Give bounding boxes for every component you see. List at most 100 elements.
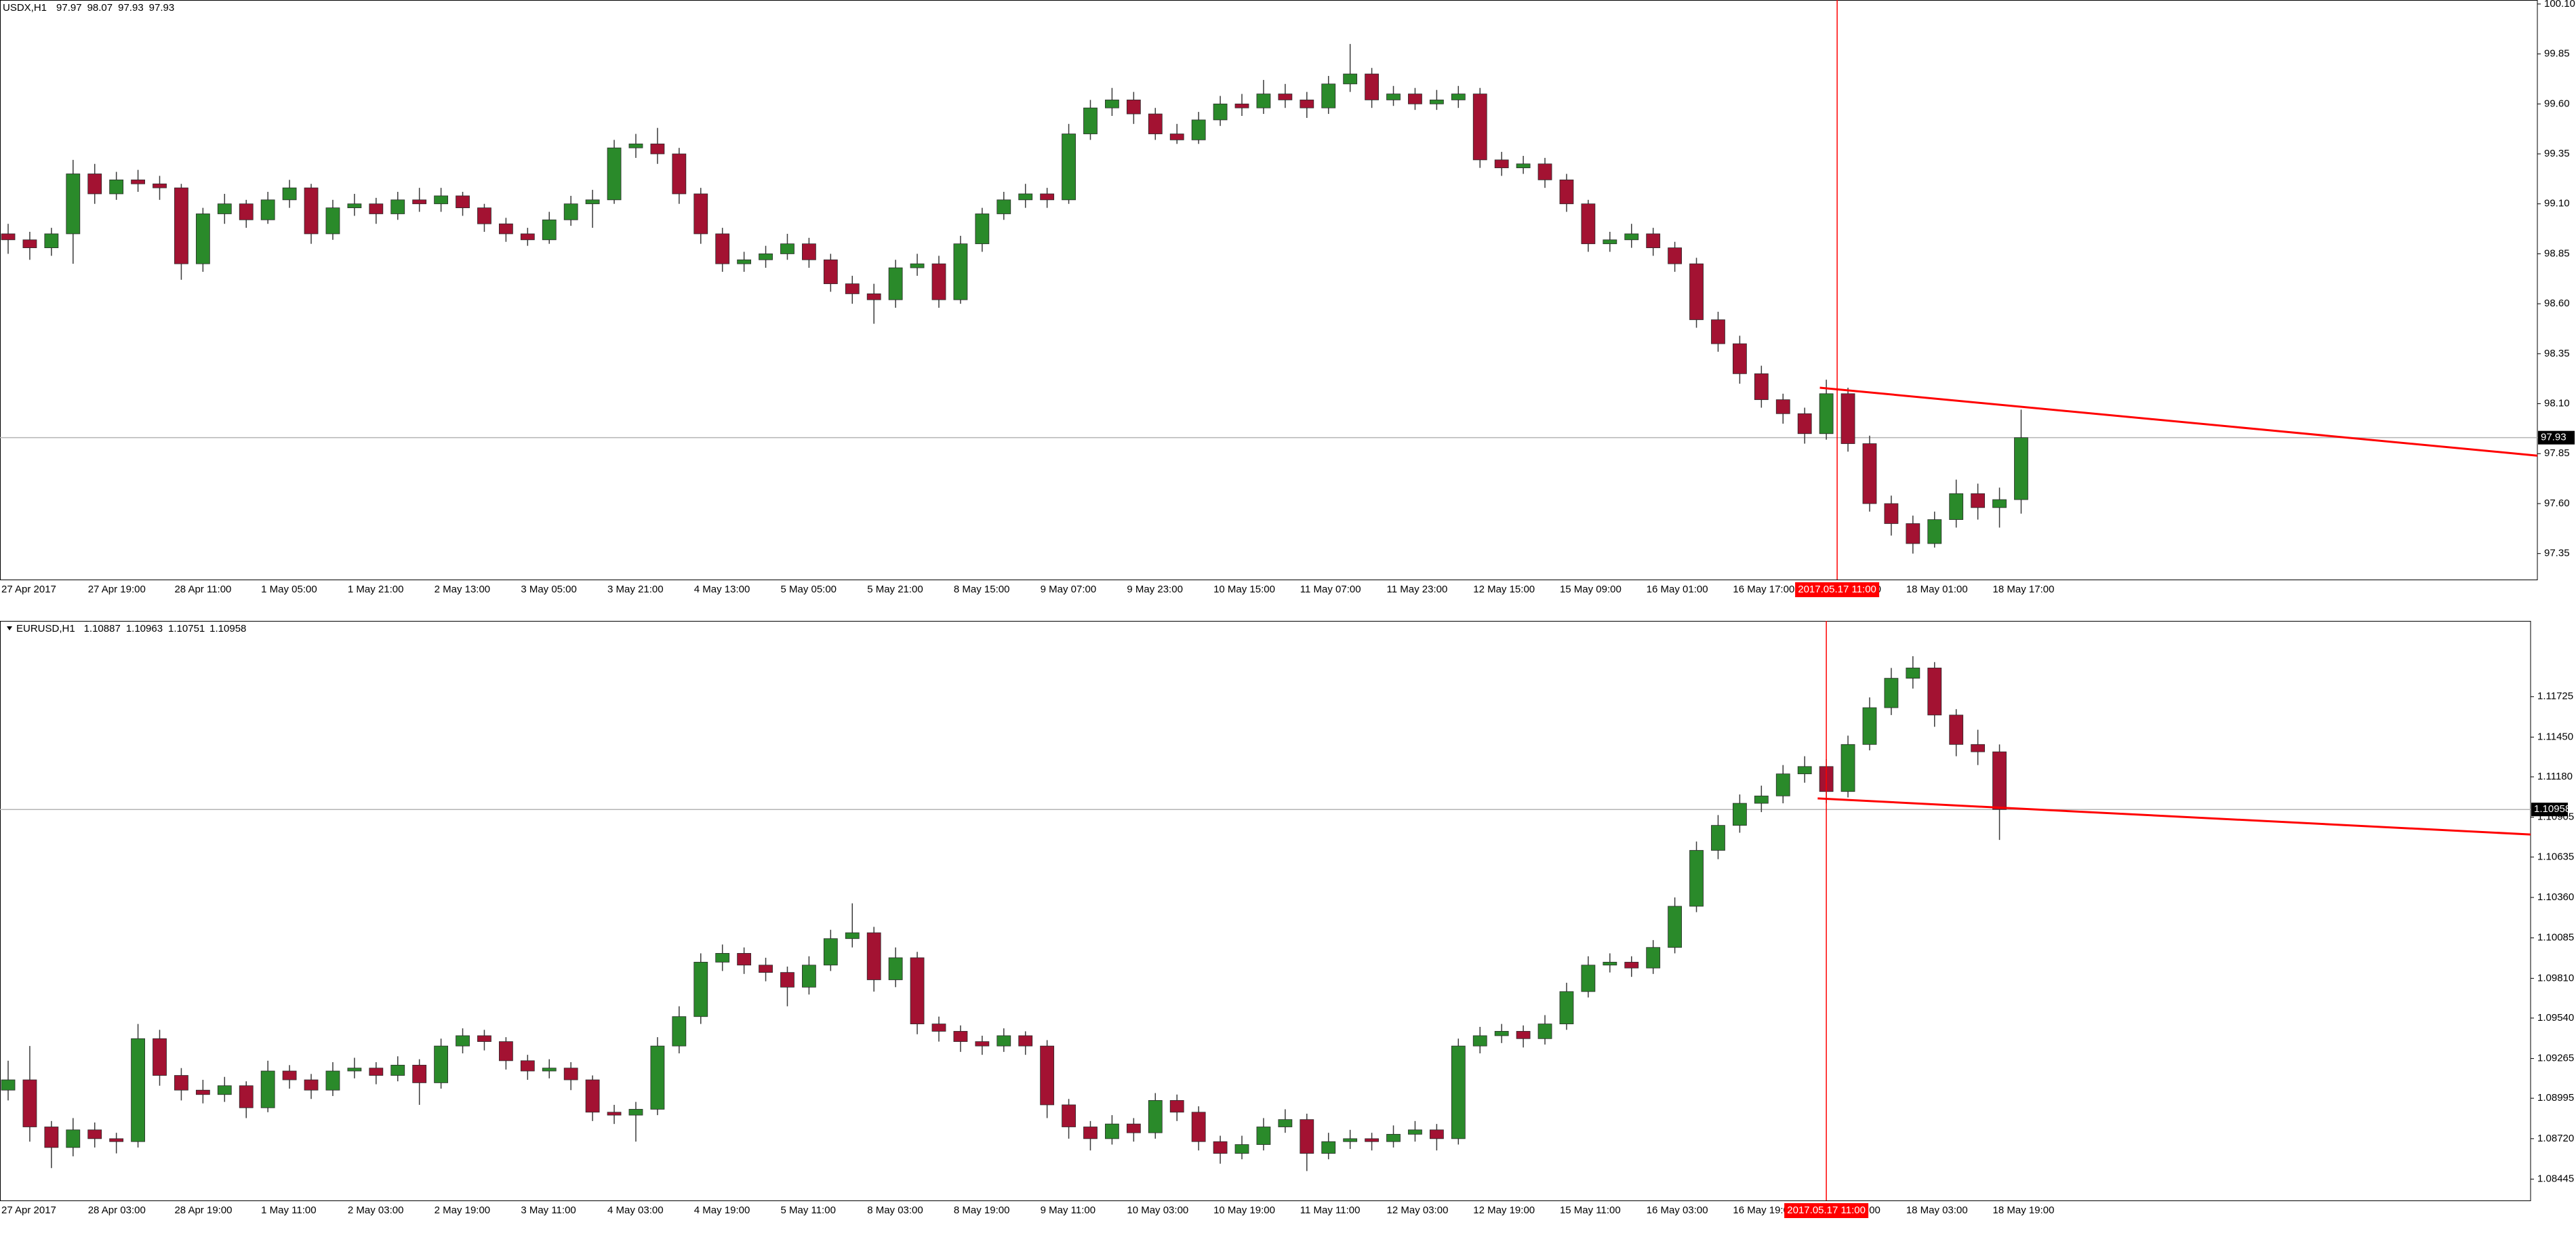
y-tick-label: 1.10085 — [2537, 932, 2574, 944]
last-price-box — [2538, 430, 2575, 445]
y-tick-label: 99.35 — [2544, 148, 2570, 159]
candle-body — [931, 1024, 946, 1032]
candle-body — [759, 254, 773, 260]
candle-body — [1840, 744, 1855, 792]
candle-body — [866, 293, 881, 300]
x-tick-label: 18 May 17:00 — [1993, 584, 2055, 595]
candle-body — [1256, 94, 1271, 108]
candle-body — [1234, 103, 1249, 108]
candle-body — [456, 1035, 470, 1047]
x-tick-label: 5 May 05:00 — [780, 584, 837, 595]
y-tick-label: 98.60 — [2544, 298, 2570, 309]
crosshair-label-box — [1795, 582, 1880, 597]
candle-body — [953, 243, 968, 300]
candle-body — [1949, 493, 1964, 520]
candle-body — [282, 1070, 297, 1080]
candle-body — [239, 1085, 254, 1108]
candle-body — [66, 1129, 81, 1148]
chart-header: EURUSD,H1 1.10887 1.10963 1.10751 1.10958 — [16, 623, 246, 634]
candle-body — [1797, 766, 1812, 775]
candle-body — [109, 179, 124, 195]
y-tick-label: 1.09540 — [2537, 1012, 2574, 1024]
candle-body — [1386, 94, 1401, 100]
candle-body — [1256, 1127, 1271, 1145]
candle-body — [672, 1016, 687, 1047]
trendline — [1817, 797, 2531, 836]
candle-body — [66, 174, 81, 235]
candle-body — [390, 1064, 405, 1076]
candle-body — [888, 957, 903, 980]
candle-body — [1840, 393, 1855, 444]
candle-body — [563, 1068, 578, 1080]
x-tick-label: 11 May 23:00 — [1387, 584, 1448, 595]
candle-body — [304, 187, 319, 235]
x-tick-label: 9 May 07:00 — [1041, 584, 1097, 595]
header-value: 97.97 — [56, 2, 82, 14]
candle-body — [1689, 850, 1704, 907]
candle-body — [780, 972, 794, 988]
candle-body — [174, 187, 188, 264]
candle-body — [1668, 906, 1683, 948]
candle-body — [910, 263, 925, 268]
candle-body — [22, 1079, 37, 1127]
y-tick-label: 1.08995 — [2537, 1092, 2574, 1104]
candle-body — [1105, 1123, 1119, 1139]
y-tick-label: 97.85 — [2544, 447, 2570, 459]
candle-body — [304, 1079, 319, 1091]
candle-body — [1451, 94, 1466, 100]
candle-body — [737, 953, 752, 966]
candle-body — [369, 1068, 384, 1076]
x-tick-label: 1 May 11:00 — [261, 1205, 316, 1216]
candle-body — [131, 1038, 145, 1142]
candle-body — [1234, 1144, 1249, 1154]
candle-body — [325, 1070, 340, 1091]
candle-body — [823, 259, 838, 285]
candle-body — [715, 233, 730, 264]
y-tick-label: 1.08720 — [2537, 1133, 2574, 1144]
candle-body — [1126, 1123, 1141, 1133]
candle-body — [628, 1109, 643, 1116]
candle-body — [1213, 1141, 1228, 1154]
x-tick-label: 10 May 19:00 — [1213, 1205, 1275, 1216]
header-value: 1.10887 — [84, 623, 121, 634]
symbol: USDX,H1 — [3, 2, 47, 14]
candle-body — [1472, 1035, 1487, 1047]
candle-body — [1559, 179, 1574, 205]
last-price-box — [2531, 803, 2568, 817]
candle-body — [153, 1038, 167, 1076]
candle-body — [1668, 247, 1683, 264]
candle-body — [477, 1035, 491, 1043]
x-tick-label: 12 May 19:00 — [1473, 1205, 1535, 1216]
candle-body — [412, 199, 427, 205]
candle-body — [1906, 668, 1920, 679]
x-tick-label: 15 May 11:00 — [1560, 1205, 1621, 1216]
y-tick-label: 98.35 — [2544, 348, 2570, 359]
candle-body — [975, 1041, 990, 1047]
header-value: 97.93 — [149, 2, 175, 14]
candle-body — [1343, 1138, 1358, 1142]
x-tick-label: 27 Apr 2017 — [1, 1205, 56, 1216]
candle-body — [1992, 499, 2007, 508]
candle-body — [1732, 803, 1747, 826]
candle-body — [1971, 744, 1986, 752]
candle-body — [931, 263, 946, 300]
plot-frame — [0, 621, 2531, 1201]
candle-body — [109, 1138, 124, 1142]
x-tick-label: 2 May 03:00 — [348, 1205, 404, 1216]
plot-frame — [0, 0, 2538, 580]
candle-body — [434, 1045, 448, 1083]
candle-body — [1343, 73, 1358, 85]
candle-body — [1927, 519, 1942, 544]
candle-body — [87, 1129, 102, 1139]
candle-body — [369, 203, 384, 214]
y-tick-label: 100.10 — [2544, 0, 2575, 9]
candle-body — [1537, 1024, 1552, 1039]
candle-body — [953, 1031, 968, 1043]
candle-body — [1472, 94, 1487, 161]
candle-body — [325, 207, 340, 235]
x-tick-label: 3 May 05:00 — [521, 584, 577, 595]
candle-body — [1169, 134, 1184, 140]
candle-body — [672, 153, 687, 195]
last-price-label: 1.10958 — [2534, 803, 2571, 815]
